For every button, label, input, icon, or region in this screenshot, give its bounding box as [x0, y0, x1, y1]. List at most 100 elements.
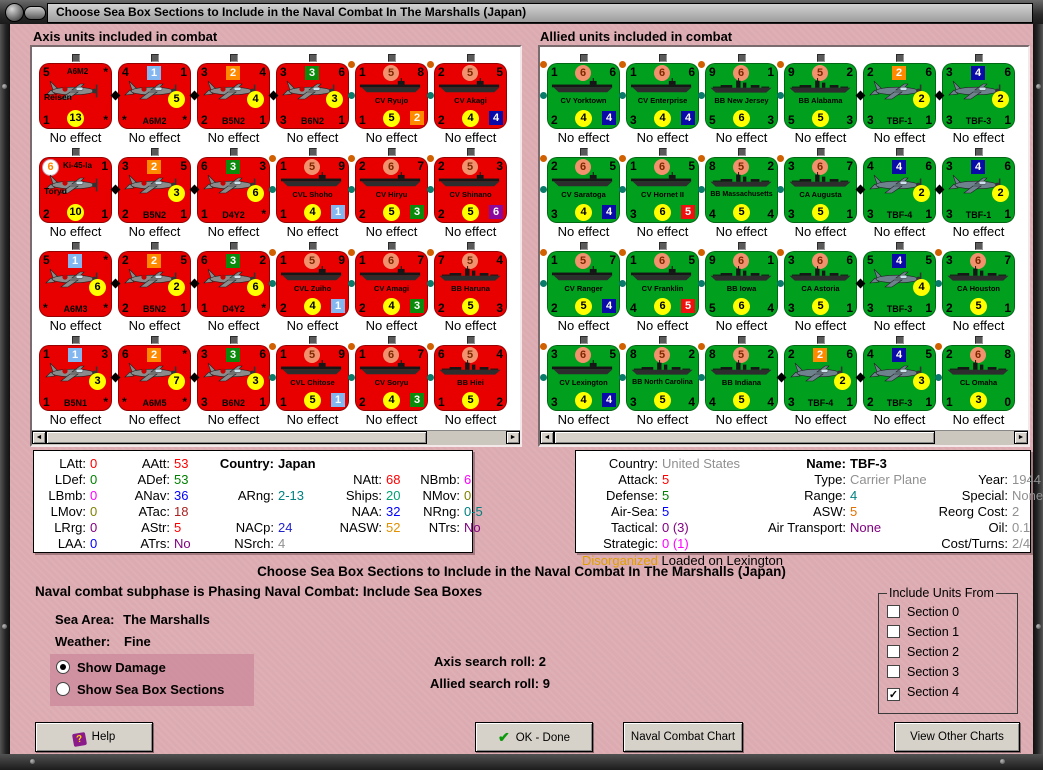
unit-counter[interactable]: 1 5 6 CV Franklin 4 6 5: [619, 249, 699, 317]
stat-cell: ATrs: No: [124, 536, 218, 552]
checkbox-section-1[interactable]: Section 1: [887, 622, 1011, 642]
checkbox[interactable]: [887, 625, 900, 638]
unit-strength-circle: 6: [654, 298, 671, 315]
unit-counter[interactable]: 6 1 Ki-45-Ia Toryu 2 10 1: [39, 157, 112, 223]
unit-counter[interactable]: 3 7 6 CA Houston 2 5 1: [935, 249, 1015, 317]
unit-counter[interactable]: 1 7 5 CV Ranger 2 5 4: [540, 249, 620, 317]
unit-stat: 1: [630, 65, 637, 79]
axis-units-grid: 5 * A6M2 Reisen 1 13 * No effect 4 1 1 5 * A6M2 * No ef…: [32, 47, 520, 431]
unit-counter[interactable]: 1 7 6 CV Soryu 2 4 3: [348, 343, 428, 411]
unit-counter[interactable]: 3 7 6 CA Augusta 3 5 1: [777, 155, 857, 223]
unit-counter[interactable]: 9 2 5 BB Alabama 5 5 3: [777, 61, 857, 129]
unit-counter[interactable]: 1 9 5 CVL Zuiho 2 4 1: [269, 249, 349, 317]
unit-counter[interactable]: 8 2 5 BB Massachusetts 4 5 4: [698, 155, 778, 223]
unit-counter[interactable]: 1 9 5 CVL Shoho 1 4 1: [269, 155, 349, 223]
unit-counter[interactable]: 1 7 6 CV Amagi 2 4 3: [348, 249, 428, 317]
checkbox-section-2[interactable]: Section 2: [887, 642, 1011, 662]
stat-label: Strategic:: [603, 536, 658, 551]
checkbox[interactable]: ✓: [887, 688, 900, 701]
scroll-thumb[interactable]: [554, 431, 935, 444]
unit-counter[interactable]: 8 2 5 BB Indiana 4 5 4: [698, 343, 778, 411]
axis-panel-hscrollbar[interactable]: ◄ ►: [32, 430, 520, 445]
stats-row: LRrg: 0 AStr: 5 NACp: 24 NASW: 52 NTrs: No: [40, 520, 480, 536]
unit-counter[interactable]: 5 5 4 4 3 TBF-3 1: [855, 251, 936, 317]
unit-counter[interactable]: 8 2 5 BB North Carolina 3 5 4: [619, 343, 699, 411]
unit-counter[interactable]: 3 6 6 CA Astoria 3 5 1: [777, 249, 857, 317]
unit-counter[interactable]: 3 5 6 CV Lexington 3 4 4: [540, 343, 620, 411]
unit-counter[interactable]: 2 8 6 CL Omaha 1 3 0: [935, 343, 1015, 411]
radio-option-show-sea-box-sections[interactable]: Show Sea Box Sections: [56, 679, 246, 701]
ship-icon: [279, 171, 345, 197]
unit-stat: 7: [846, 159, 853, 173]
checkbox-section-0[interactable]: Section 0: [887, 602, 1011, 622]
unit-counter[interactable]: 6 4 5 BB Hiei 1 5 2: [427, 343, 507, 411]
bottom-title: Choose Sea Box Sections to Include in th…: [257, 564, 786, 579]
unit-counter[interactable]: 7 4 5 BB Haruna 2 5 3: [427, 249, 507, 317]
unit-counter[interactable]: 6 * 2 7 * A6M5 *: [110, 345, 191, 411]
allied-panel-hscrollbar[interactable]: ◄ ►: [540, 430, 1028, 445]
unit-strength-circle: 6: [654, 204, 671, 221]
unit-counter[interactable]: 5 * 1 6 * A6M3 *: [39, 251, 112, 317]
stat-cell: Attack: 5: [582, 472, 734, 488]
gear-icon[interactable]: [5, 3, 24, 22]
checkbox[interactable]: [887, 605, 900, 618]
unit-counter[interactable]: 1 6 6 CV Yorktown 2 4 4: [540, 61, 620, 129]
unit-counter[interactable]: 2 6 2 2 3 TBF-4 1: [776, 345, 857, 411]
unit-counter[interactable]: 1 9 5 CVL Chitose 1 5 1: [269, 343, 349, 411]
unit-counter[interactable]: 1 8 5 CV Ryujo 1 5 2: [348, 61, 428, 129]
scroll-left-button[interactable]: ◄: [540, 431, 554, 444]
unit-counter[interactable]: 2 7 6 CV Hiryu 2 5 3: [348, 155, 428, 223]
unit-counter[interactable]: 1 3 1 3 1 B5N1 *: [39, 345, 112, 411]
unit-counter[interactable]: 9 1 6 BB New Jersey 5 6 3: [698, 61, 778, 129]
unit-strength-circle: 4: [383, 392, 400, 409]
unit-counter[interactable]: 2 5 5 CV Akagi 2 4 4: [427, 61, 507, 129]
unit-counter[interactable]: 1 6 6 CV Enterprise 3 4 4: [619, 61, 699, 129]
unit-counter[interactable]: 2 6 2 2 3 TBF-1 1: [855, 63, 936, 129]
checkbox[interactable]: [887, 645, 900, 658]
unit-stat: 1: [259, 113, 266, 127]
radio-button[interactable]: [56, 682, 70, 696]
unit-cell: 9 1 6 BB Iowa 5 6 4 No effect: [698, 242, 778, 338]
orange-dot-icon: [427, 249, 434, 256]
unit-counter[interactable]: 3 5 2 3 2 B5N2 1: [110, 157, 191, 223]
unit-counter[interactable]: 4 5 4 3 2 TBF-3 1: [855, 345, 936, 411]
checkbox-section-4[interactable]: ✓ Section 4: [887, 682, 1011, 702]
unit-cell: 2 5 5 CV Akagi 2 4 4 No effect: [427, 54, 507, 150]
unit-counter[interactable]: 6 3 3 6 1 D4Y2 *: [189, 157, 270, 223]
unit-counter[interactable]: 3 6 4 2 3 TBF-3 1: [934, 63, 1015, 129]
ok-done-button[interactable]: ✔ OK - Done: [475, 722, 593, 752]
unit-counter[interactable]: 3 6 3 3 3 B6N2 1: [268, 63, 349, 129]
unit-badge: 3: [226, 160, 240, 174]
scroll-thumb[interactable]: [46, 431, 427, 444]
naval-combat-chart-button[interactable]: Naval Combat Chart: [623, 722, 743, 752]
unit-counter[interactable]: 3 6 4 2 3 TBF-1 1: [934, 157, 1015, 223]
unit-counter[interactable]: 4 1 1 5 * A6M2 *: [110, 63, 191, 129]
scroll-left-button[interactable]: ◄: [32, 431, 46, 444]
unit-status: No effect: [128, 224, 181, 239]
unit-counter[interactable]: 9 1 6 BB Iowa 5 6 4: [698, 249, 778, 317]
help-button[interactable]: ? Help: [35, 722, 153, 752]
unit-counter[interactable]: 4 6 4 2 3 TBF-4 1: [855, 157, 936, 223]
scroll-right-button[interactable]: ►: [1014, 431, 1028, 444]
scroll-right-button[interactable]: ►: [506, 431, 520, 444]
radio-button[interactable]: [56, 660, 70, 674]
window-button-icon[interactable]: [24, 6, 46, 20]
view-other-charts-button[interactable]: View Other Charts: [894, 722, 1020, 752]
stats-row: LDef: 0 ADef: 53 NAtt: 68 NBmb: 6: [40, 472, 472, 488]
allied-panel-header: Allied units included in combat: [540, 29, 733, 44]
checkbox[interactable]: [887, 665, 900, 678]
unit-counter[interactable]: 2 5 6 CV Saratoga 3 4 4: [540, 155, 620, 223]
unit-stat: 3: [280, 113, 287, 127]
unit-counter[interactable]: 2 3 5 CV Shinano 2 5 6: [427, 155, 507, 223]
checkbox-section-3[interactable]: Section 3: [887, 662, 1011, 682]
unit-counter[interactable]: 3 4 2 4 2 B5N2 1: [189, 63, 270, 129]
unit-status: No effect: [636, 318, 689, 333]
unit-counter[interactable]: 2 5 2 2 2 B5N2 1: [110, 251, 191, 317]
unit-stat: 6: [201, 159, 208, 173]
unit-counter[interactable]: 1 5 6 CV Hornet II 3 6 5: [619, 155, 699, 223]
unit-counter[interactable]: 3 6 3 3 3 B6N2 1: [189, 345, 270, 411]
unit-counter[interactable]: 5 * A6M2 Reisen 1 13 *: [39, 63, 112, 129]
selection-handle-icon: [975, 242, 983, 250]
radio-option-show-damage[interactable]: Show Damage: [56, 657, 246, 679]
unit-counter[interactable]: 6 2 3 6 1 D4Y2 *: [189, 251, 270, 317]
